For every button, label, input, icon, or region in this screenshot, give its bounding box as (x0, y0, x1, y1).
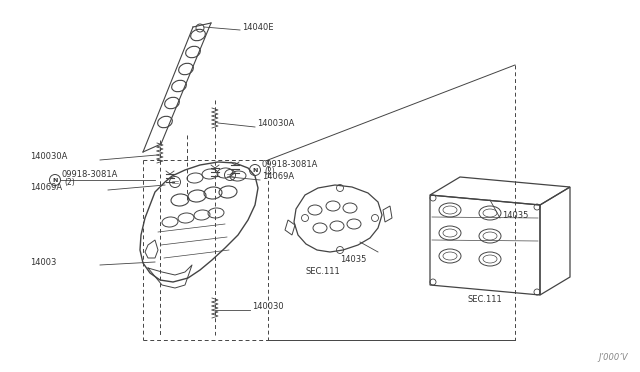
Text: N: N (52, 177, 58, 183)
Text: 09918-3081A: 09918-3081A (262, 160, 318, 169)
Text: (2): (2) (264, 167, 275, 176)
Text: 14003: 14003 (30, 258, 56, 267)
Text: N: N (252, 167, 258, 173)
Text: J’000’V: J’000’V (598, 353, 628, 362)
Text: SEC.111: SEC.111 (468, 295, 503, 304)
Text: (2): (2) (64, 178, 75, 187)
Text: 14069A: 14069A (262, 172, 294, 181)
Text: 14040E: 14040E (242, 23, 273, 32)
Text: 140030A: 140030A (257, 119, 294, 128)
Text: 14035: 14035 (340, 255, 366, 264)
Text: 14069A: 14069A (30, 183, 62, 192)
Text: 140030: 140030 (252, 302, 284, 311)
Text: 09918-3081A: 09918-3081A (62, 170, 118, 179)
Text: 140030A: 140030A (30, 152, 67, 161)
Text: SEC.111: SEC.111 (305, 267, 340, 276)
Text: 14035: 14035 (502, 211, 529, 220)
